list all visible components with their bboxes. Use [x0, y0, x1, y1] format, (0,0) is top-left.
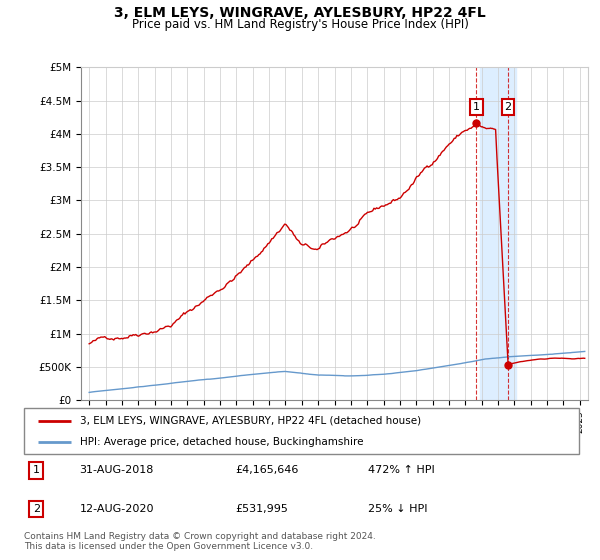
Text: Contains HM Land Registry data © Crown copyright and database right 2024.
This d: Contains HM Land Registry data © Crown c…	[24, 532, 376, 552]
Text: £4,165,646: £4,165,646	[235, 465, 298, 475]
Text: Price paid vs. HM Land Registry's House Price Index (HPI): Price paid vs. HM Land Registry's House …	[131, 18, 469, 31]
Text: 3, ELM LEYS, WINGRAVE, AYLESBURY, HP22 4FL: 3, ELM LEYS, WINGRAVE, AYLESBURY, HP22 4…	[114, 6, 486, 20]
Text: 472% ↑ HPI: 472% ↑ HPI	[368, 465, 435, 475]
FancyBboxPatch shape	[24, 408, 579, 454]
Text: 25% ↓ HPI: 25% ↓ HPI	[368, 504, 428, 514]
Text: 3, ELM LEYS, WINGRAVE, AYLESBURY, HP22 4FL (detached house): 3, ELM LEYS, WINGRAVE, AYLESBURY, HP22 4…	[79, 416, 421, 426]
Text: 1: 1	[473, 102, 480, 112]
Text: £531,995: £531,995	[235, 504, 288, 514]
Text: HPI: Average price, detached house, Buckinghamshire: HPI: Average price, detached house, Buck…	[79, 437, 363, 447]
Text: 31-AUG-2018: 31-AUG-2018	[79, 465, 154, 475]
Text: 1: 1	[33, 465, 40, 475]
Bar	[480, 67, 516, 400]
Text: 12-AUG-2020: 12-AUG-2020	[79, 504, 154, 514]
Text: 2: 2	[505, 102, 512, 112]
Text: 2: 2	[32, 504, 40, 514]
